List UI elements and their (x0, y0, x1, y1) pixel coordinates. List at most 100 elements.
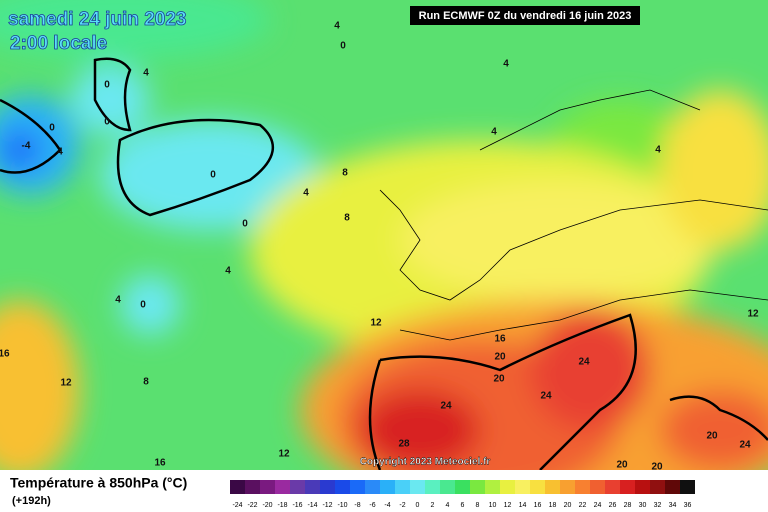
contour-label: 20 (493, 374, 505, 385)
legend-tick-label: -8 (354, 502, 360, 509)
legend-tick-label: 36 (684, 502, 692, 509)
legend-tick-label: 2 (431, 502, 435, 509)
legend-swatch (275, 480, 290, 494)
contour-label: 8 (342, 168, 348, 179)
legend-swatch (605, 480, 620, 494)
legend-swatch (440, 480, 455, 494)
contour-label: 4 (491, 127, 497, 138)
legend-swatch (500, 480, 515, 494)
legend-swatch (320, 480, 335, 494)
legend-swatch (560, 480, 575, 494)
legend-swatch (335, 480, 350, 494)
legend-tick-label: -14 (307, 502, 317, 509)
legend-tick-label: 34 (669, 502, 677, 509)
coastlines (379, 89, 768, 341)
map-subtitle: 2:00 locale (10, 33, 107, 54)
legend-swatch (515, 480, 530, 494)
contour-label: 16 (494, 334, 506, 345)
run-box (410, 6, 640, 25)
legend-swatch (680, 480, 695, 494)
legend-tick-label: 6 (461, 502, 465, 509)
legend-tick-label: -20 (262, 502, 272, 509)
contour-label: 20 (494, 352, 506, 363)
legend-swatch (305, 480, 320, 494)
legend-swatch (590, 480, 605, 494)
legend-swatch (365, 480, 380, 494)
legend-swatch (455, 480, 470, 494)
legend-tick-label: -22 (247, 502, 257, 509)
contour-label: 4 (57, 147, 63, 158)
contour-label: 12 (278, 449, 290, 460)
legend-swatch (485, 480, 500, 494)
legend-swatch (350, 480, 365, 494)
legend-swatch (245, 480, 260, 494)
lead-time: (+192h) (12, 495, 51, 507)
legend-tick-label: 24 (594, 502, 602, 509)
legend-tick-label: 20 (564, 502, 572, 509)
legend-tick-label: -2 (399, 502, 405, 509)
legend-swatch (545, 480, 560, 494)
contour-label: -4 (22, 141, 31, 152)
legend-tick-label: -12 (322, 502, 332, 509)
contour-label: 8 (143, 377, 149, 388)
contour-label: 12 (747, 309, 759, 320)
legend-swatch (635, 480, 650, 494)
contour-label: 20 (706, 431, 718, 442)
legend-tick-label: 10 (489, 502, 497, 509)
legend-swatch (665, 480, 680, 494)
contour-label: 20 (616, 460, 628, 471)
contour-label: 20 (651, 462, 663, 473)
legend-tick-label: 22 (579, 502, 587, 509)
legend-tick-label: 4 (446, 502, 450, 509)
legend-title: Température à 850hPa (°C) (10, 475, 187, 491)
contour-label: 0 (104, 117, 110, 128)
legend-tick-label: -16 (292, 502, 302, 509)
legend-swatch (410, 480, 425, 494)
contour-label: 24 (578, 357, 590, 368)
legend-tick-label: 16 (534, 502, 542, 509)
contour-label: 4 (225, 266, 231, 277)
legend-tick-label: -6 (369, 502, 375, 509)
legend-swatch (230, 480, 245, 494)
legend-swatch (395, 480, 410, 494)
contour-label: 4 (115, 295, 121, 306)
legend-swatch (575, 480, 590, 494)
contour-label: 0 (104, 80, 110, 91)
legend-swatch (530, 480, 545, 494)
legend-swatch (470, 480, 485, 494)
legend-tick-label: 30 (639, 502, 647, 509)
legend-swatch (425, 480, 440, 494)
legend-tick-label: -10 (337, 502, 347, 509)
contour-label: 0 (49, 123, 55, 134)
legend-tick-label: 8 (476, 502, 480, 509)
contour-label: 0 (140, 300, 146, 311)
legend-tick-label: 28 (624, 502, 632, 509)
legend-swatch (620, 480, 635, 494)
contour-label: 4 (334, 21, 340, 32)
contour-label: 12 (370, 318, 382, 329)
legend-tick-label: 26 (609, 502, 617, 509)
contour-label: 16 (154, 458, 166, 469)
copyright: Copyright 2023 Meteociel.fr (360, 457, 491, 468)
legend-swatch (380, 480, 395, 494)
run-info: Run ECMWF 0Z du vendredi 16 juin 2023 (419, 10, 632, 22)
contour-label: 4 (655, 145, 661, 156)
legend-swatch (290, 480, 305, 494)
legend-tick-label: 0 (416, 502, 420, 509)
contour-label: 4 (503, 59, 509, 70)
contour-label: 24 (540, 391, 552, 402)
map-title: samedi 24 juin 2023 (8, 9, 187, 30)
legend-swatch (260, 480, 275, 494)
contour-label: 12 (60, 378, 72, 389)
legend-tick-label: -24 (232, 502, 242, 509)
legend-tick-label: -18 (277, 502, 287, 509)
legend-tick-label: 32 (654, 502, 662, 509)
contour-label: 0 (242, 219, 248, 230)
legend-tick-label: -4 (384, 502, 390, 509)
contour-label: 0 (210, 170, 216, 181)
legend-tick-label: 12 (504, 502, 512, 509)
contour-label: 24 (440, 401, 452, 412)
contour-label: 8 (344, 213, 350, 224)
